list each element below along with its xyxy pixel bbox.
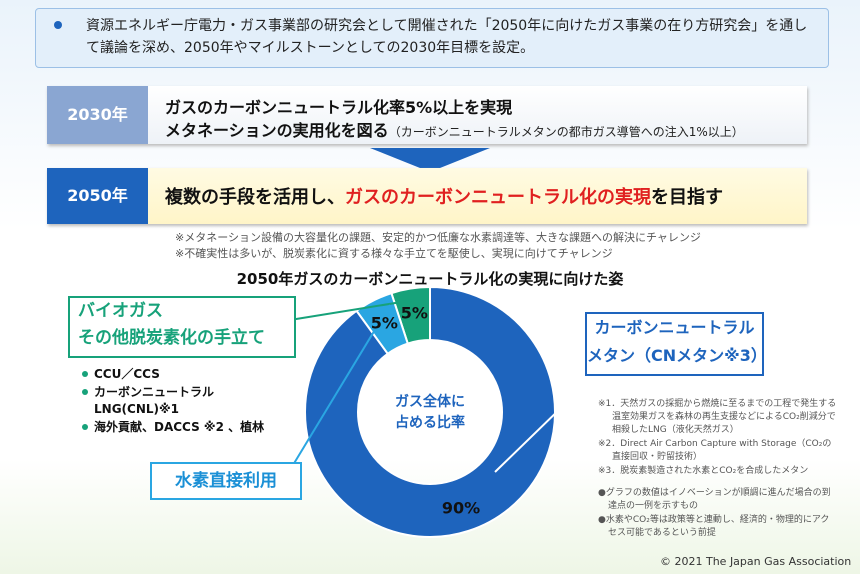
year-box: 2050年 [47,168,148,224]
header-text: 資源エネルギー庁電力・ガス事業部の研究会として開催された「2050年に向けたガス… [86,18,808,56]
challenge: ※メタネーション設備の大容量化の課題、安定的かつ低廉な水素調達等、大きな課題への… [175,231,701,244]
year-box: 2030年 [47,86,148,144]
line1: ガスのカーボンニュートラル化率5%以上を実現 [165,98,513,117]
chart-title: 2050年ガスのカーボンニュートラル化の実現に向けた姿 [236,270,624,288]
biogas-item: カーボンニュートラル LNG(CNL)※1 [82,384,302,418]
footnote: ※1．天然ガスの採掘から燃焼に至るまでの工程で発生する温室効果ガスを森林の再生支… [598,399,837,435]
donut-segment [355,291,410,356]
copyright: © 2021 The Japan Gas Association [660,555,852,568]
header-box: 資源エネルギー庁電力・ガス事業部の研究会として開催された「2050年に向けたガス… [35,8,829,68]
value-label: 5% [401,304,428,323]
center-label: ガス全体に 占める比率 [395,394,465,431]
footnotes: ※1．天然ガスの採掘から燃焼に至るまでの工程で発生する温室効果ガスを森林の再生支… [598,398,838,541]
target-2050: 2050年 複数の手段を活用し、ガスのカーボンニュートラル化の実現を目指す [47,168,807,224]
value-label: 5% [371,313,398,332]
highlight: ガスのカーボンニュートラル化の実現 [345,187,651,208]
footnote: ※3．脱炭素製造された水素とCO₂を合成したメタン [598,466,809,476]
biogas-label: バイオガス その他脱炭素化の手立て [68,296,296,358]
note: ●グラフの数値はイノベーションが順調に進んだ場合の到達点の一例を示すもの [598,488,831,511]
cn-methane-label: カーボンニュートラル メタン（CNメタン※3） [585,312,767,376]
biogas-items: CCU／CCS カーボンニュートラル LNG(CNL)※1 海外貢献、DACCS ※… [82,366,302,437]
biogas-item: CCU／CCS [82,366,302,383]
note: ●水素やCO₂等は政策等と連動し、経済的・物理的にアクセス可能であるという前提 [598,515,830,538]
hydrogen-label: 水素直接利用 [150,462,302,500]
biogas-item: 海外貢献、DACCS ※2 、植林 [82,419,302,436]
challenge: ※不確実性は多いが、脱炭素化に資する様々な手立てを駆使し、実現に向けてチャレンジ [175,247,613,260]
pre: 複数の手段を活用し、 [165,187,345,208]
arrow [370,148,490,172]
line2: メタネーションの実用化を図る [165,121,389,140]
target-2030: 2030年 ガスのカーボンニュートラル化率5%以上を実現 メタネーションの実用化… [47,86,807,144]
footnote: ※2．Direct Air Carbon Capture with Storag… [598,439,832,462]
donut-segment [304,285,556,538]
note: （カーボンニュートラルメタンの都市ガス導管への注入1%以上） [388,125,744,139]
value-label: 90% [442,499,480,518]
post: を目指す [651,187,723,208]
